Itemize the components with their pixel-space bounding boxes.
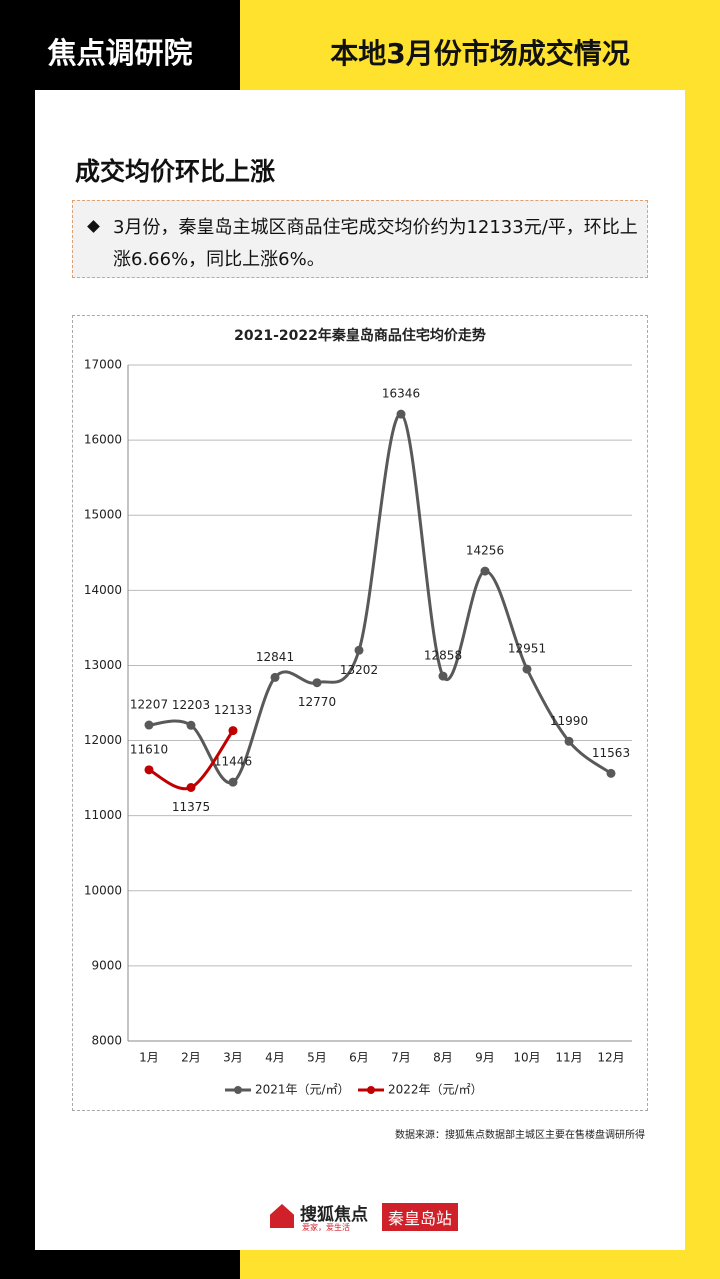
data-label: 14256	[466, 544, 504, 558]
data-label: 11446	[214, 755, 252, 769]
x-tick-label: 8月	[433, 1051, 453, 1065]
data-label: 12858	[424, 649, 462, 663]
data-point	[228, 726, 238, 736]
data-point	[354, 645, 364, 655]
card	[35, 90, 685, 1250]
data-label: 11375	[172, 800, 210, 814]
x-tick-label: 2月	[181, 1051, 201, 1065]
legend-marker	[234, 1086, 242, 1094]
data-point	[228, 777, 238, 787]
data-label: 11610	[130, 742, 168, 756]
data-label: 12770	[298, 695, 336, 709]
data-point	[312, 678, 322, 688]
x-tick-label: 12月	[597, 1051, 624, 1065]
data-point	[564, 736, 574, 746]
y-tick-label: 16000	[84, 433, 122, 447]
logo-text: 搜狐焦点	[300, 1205, 368, 1225]
data-point	[186, 720, 196, 730]
station: 秦皇岛站	[382, 1203, 459, 1231]
data-label: 12841	[256, 650, 294, 664]
data-point	[480, 566, 490, 576]
header-title: 本地3月份市场成交情况	[330, 37, 630, 70]
x-tick-label: 11月	[555, 1051, 582, 1065]
data-label: 12951	[508, 642, 546, 656]
info-text: 3月份，秦皇岛主城区商品住宅成交均价约为12133元/平，环比上涨6.66%，同…	[113, 217, 638, 270]
logo-icon	[270, 1204, 294, 1228]
y-tick-label: 12000	[84, 733, 122, 747]
y-tick-label: 15000	[84, 508, 122, 522]
legend-label: 2022年（元/㎡）	[388, 1083, 483, 1097]
x-tick-label: 1月	[139, 1051, 159, 1065]
footer-logo: 搜狐焦点 爱家，爱生活 秦皇岛站	[270, 1200, 480, 1236]
brand: 焦点调研院	[47, 36, 193, 70]
data-label: 12207	[130, 698, 168, 712]
data-label: 13202	[340, 663, 378, 677]
y-tick-label: 17000	[84, 358, 122, 372]
x-tick-label: 6月	[349, 1051, 369, 1065]
x-tick-label: 7月	[391, 1051, 411, 1065]
x-tick-label: 3月	[223, 1051, 243, 1065]
data-label: 11563	[592, 746, 630, 760]
x-tick-label: 5月	[307, 1051, 327, 1065]
x-tick-label: 10月	[513, 1051, 540, 1065]
data-label: 16346	[382, 387, 420, 401]
data-label: 12133	[214, 703, 252, 717]
data-point	[606, 768, 616, 778]
data-label: 12203	[172, 698, 210, 712]
data-point	[186, 783, 196, 792]
data-point	[438, 671, 448, 681]
y-tick-label: 9000	[91, 958, 122, 972]
data-point	[396, 409, 406, 419]
x-tick-label: 4月	[265, 1051, 285, 1065]
x-tick-label: 9月	[475, 1051, 495, 1065]
section-title: 成交均价环比上涨	[75, 157, 276, 186]
legend-marker	[367, 1086, 375, 1094]
y-tick-label: 11000	[84, 808, 122, 822]
data-label: 11990	[550, 714, 588, 728]
y-tick-label: 8000	[91, 1034, 122, 1048]
data-point	[144, 765, 154, 775]
chart-box	[72, 315, 648, 1111]
chart-title: 2021-2022年秦皇岛商品住宅均价走势	[234, 327, 486, 344]
legend-label: 2021年（元/㎡）	[255, 1083, 350, 1097]
source: 数据来源：搜狐焦点数据部主城区主要在售楼盘调研所得	[395, 1130, 645, 1141]
y-tick-label: 10000	[84, 883, 122, 897]
slogan: 爱家，爱生活	[302, 1223, 350, 1232]
info-box: 3月份，秦皇岛主城区商品住宅成交均价约为12133元/平，环比上涨6.66%，同…	[72, 200, 648, 278]
y-tick-label: 13000	[84, 658, 122, 672]
data-point	[144, 720, 154, 730]
y-tick-label: 14000	[84, 583, 122, 597]
data-point	[522, 664, 532, 674]
data-point	[270, 672, 280, 682]
series-line	[148, 412, 612, 785]
